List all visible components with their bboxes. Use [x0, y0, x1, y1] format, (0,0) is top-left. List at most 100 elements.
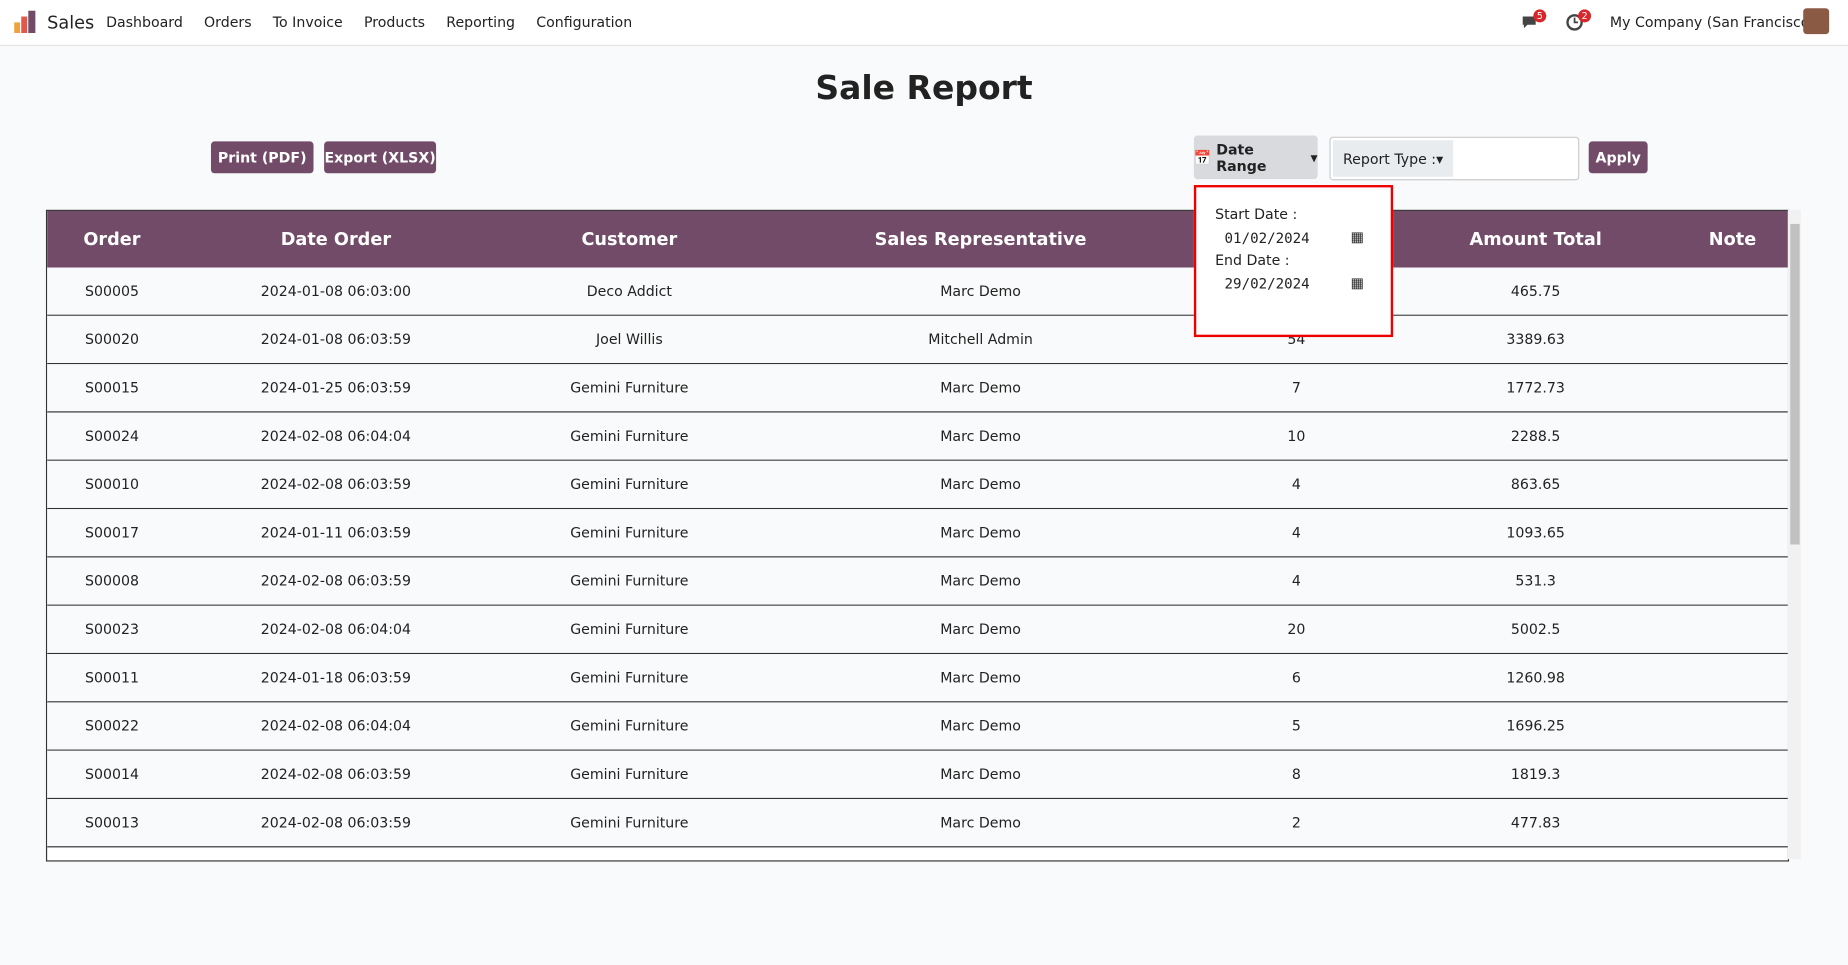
table-cell: 5 [1291, 717, 1301, 735]
table-row: S00020 2024-01-08 06:03:59 Joel Willis Mitc… [47, 315, 1788, 365]
table-cell: 1772.73 [1506, 379, 1565, 396]
table-row: S00008 2024-02-08 06:03:59 Gemini Furnitur… [47, 557, 1788, 606]
end-calendar-icon[interactable]: ▦ [1350, 274, 1365, 292]
menu-item[interactable]: To Invoice [272, 14, 343, 31]
table-cell: S00005 [84, 282, 139, 300]
table-cell: 6 [1291, 669, 1301, 686]
table-cell: Marc Demo [940, 524, 1021, 541]
date-range-dropdown[interactable]: 📅 Date Range ▾ [1193, 135, 1318, 180]
table-cell: S00011 [84, 669, 139, 686]
table-cell: Marc Demo [940, 282, 1021, 300]
navbar: Sales Dashboard Orders To Invoice Products R… [0, 0, 1848, 46]
table-cell: 2024-01-25 06:03:59 [260, 379, 411, 396]
date-range-label: Date Range [1216, 140, 1267, 174]
table-row: S00010 2024-02-08 06:03:59 Gemini Furnitur… [47, 460, 1788, 510]
start-date-input[interactable]: 01/02/2024 [1224, 229, 1310, 247]
table-cell: 465.75 [1510, 282, 1561, 300]
table-cell: Marc Demo [940, 766, 1021, 783]
menu-item[interactable]: Reporting [446, 14, 516, 31]
table-row: S00023 2024-02-08 06:04:04 Gemini Furnitur… [47, 605, 1788, 655]
table-cell: 4 [1291, 476, 1301, 493]
column-header: Customer [581, 228, 678, 250]
table-cell: S00022 [84, 717, 139, 735]
table-cell: 2024-02-08 06:04:04 [260, 621, 411, 638]
report-type-field[interactable]: Report Type : ▾ [1329, 136, 1580, 181]
table-cell: 2 [1291, 814, 1301, 831]
table-cell: 1260.98 [1506, 669, 1565, 686]
table-cell: 2024-02-08 06:03:59 [260, 766, 411, 783]
export-button[interactable]: Export (XLSX) [324, 141, 437, 174]
table-row: S00017 2024-01-11 06:03:59 Gemini Furnitur… [47, 509, 1788, 558]
table-cell: 2024-01-08 06:03:59 [260, 331, 411, 348]
menu-item[interactable]: Configuration [536, 14, 633, 31]
menu: Dashboard Orders To Invoice Products Reporti… [106, 14, 632, 30]
table-row: S00011 2024-01-18 06:03:59 Gemini Furnitur… [47, 654, 1788, 703]
apply-button[interactable]: Apply [1588, 141, 1648, 174]
table-cell: 8 [1291, 766, 1301, 783]
scrollbar-thumb[interactable] [1790, 223, 1800, 545]
table-cell: 1696.25 [1506, 717, 1565, 735]
start-calendar-icon[interactable]: ▦ [1350, 228, 1365, 246]
table-cell: Gemini Furniture [570, 814, 689, 831]
table-cell: Marc Demo [940, 814, 1021, 831]
column-header: Date Order [280, 228, 392, 250]
table-cell: 2024-01-11 06:03:59 [260, 524, 411, 541]
scrollbar [1787, 209, 1801, 860]
chat-icon[interactable] [1520, 13, 1539, 32]
app-name[interactable]: Sales [47, 11, 95, 33]
table-cell: Marc Demo [940, 572, 1021, 590]
table-header: Order Date Order Customer Sales Representat… [47, 210, 1788, 268]
end-date-input[interactable]: 29/02/2024 [1224, 275, 1310, 293]
table-cell: S00010 [84, 476, 139, 493]
table-row: S00013 2024-02-08 06:03:59 Gemini Furnitur… [47, 799, 1788, 848]
table-cell: S00013 [84, 814, 139, 831]
column-header: Amount Total [1469, 228, 1602, 250]
menu-item[interactable]: Dashboard [106, 14, 183, 31]
table-cell: Gemini Furniture [570, 621, 689, 638]
table-cell: Gemini Furniture [570, 427, 689, 445]
table-cell: S00024 [84, 427, 139, 445]
table-cell: 2024-02-08 06:03:59 [260, 476, 411, 493]
print-button[interactable]: Print (PDF) [210, 141, 314, 174]
app-logo [14, 10, 36, 33]
table-cell: S00014 [84, 766, 139, 783]
report-type-dropdown[interactable]: Report Type : ▾ [1332, 140, 1454, 177]
table-cell: 4 [1291, 524, 1301, 541]
table-row: S00024 2024-02-08 06:04:04 Gemini Furnitur… [47, 412, 1788, 461]
table-cell: 2024-01-18 06:03:59 [260, 669, 411, 686]
table-cell: Marc Demo [940, 621, 1021, 638]
table-cell: Gemini Furniture [570, 524, 689, 541]
table-row: S00015 2024-01-25 06:03:59 Gemini Furnitur… [47, 364, 1788, 413]
table-cell: 3389.63 [1506, 331, 1565, 348]
table-cell: 2024-02-08 06:03:59 [260, 814, 411, 831]
end-label: End Date : [1215, 252, 1290, 269]
menu-item[interactable]: Products [363, 14, 426, 31]
table-cell: 1093.65 [1506, 524, 1565, 541]
table-cell: Gemini Furniture [570, 717, 689, 735]
table-cell: Marc Demo [940, 717, 1021, 735]
menu-item[interactable]: Orders [204, 14, 252, 31]
table-cell: 2024-01-08 06:03:00 [260, 282, 411, 300]
table-cell: Mitchell Admin [928, 331, 1033, 348]
table-cell: 2024-02-08 06:04:04 [260, 427, 411, 445]
table-cell: Marc Demo [940, 427, 1021, 445]
table-row: S00014 2024-02-08 06:03:59 Gemini Furnitur… [47, 750, 1788, 800]
page-title: Sale Report [815, 68, 1033, 108]
activity-icon[interactable] [1565, 13, 1584, 32]
table-cell: 2024-02-08 06:03:59 [260, 572, 411, 590]
company-switcher[interactable]: My Company (San Francisco) [1609, 14, 1815, 31]
table-cell: Gemini Furniture [570, 476, 689, 493]
table-cell: Marc Demo [940, 476, 1021, 493]
table-cell: 2024-02-08 06:04:04 [260, 717, 411, 735]
table-cell: 531.3 [1515, 572, 1556, 590]
table-cell: S00008 [84, 572, 139, 590]
table-cell: Deco Addict [586, 282, 672, 300]
table-cell: Gemini Furniture [570, 572, 689, 590]
report-type-label: Report Type : [1342, 150, 1437, 167]
table-cell: 20 [1287, 621, 1306, 638]
table-cell: 10 [1287, 427, 1306, 445]
avatar[interactable] [1803, 8, 1830, 35]
date-popup: Start Date : 01/02/2024 ▦ End Date : 29/… [1193, 185, 1394, 338]
